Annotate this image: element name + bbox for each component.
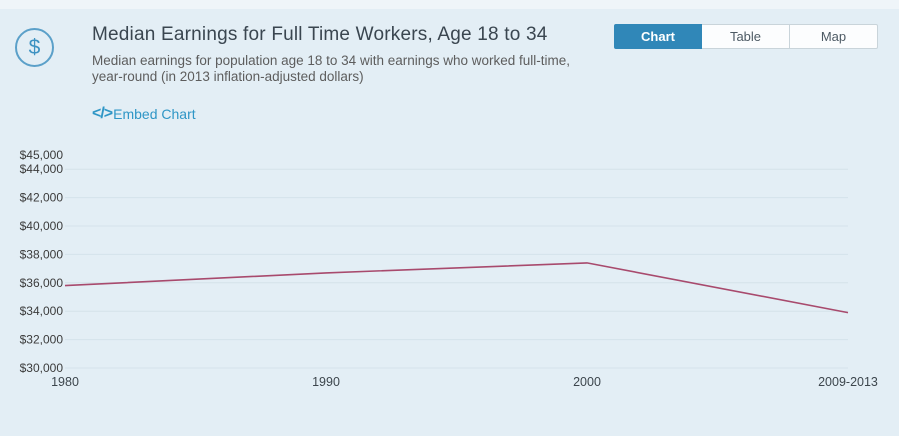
view-switcher-tabs: Chart Table Map xyxy=(614,24,878,49)
y-axis-tick-label: $32,000 xyxy=(20,333,64,347)
page-title: Median Earnings for Full Time Workers, A… xyxy=(92,24,548,45)
tab-map[interactable]: Map xyxy=(790,24,878,49)
y-axis-tick-label: $44,000 xyxy=(20,162,64,176)
y-axis-tick-label: $45,000 xyxy=(20,148,64,162)
y-axis-tick-label: $30,000 xyxy=(20,361,64,375)
x-axis-tick-label: 1980 xyxy=(51,375,79,389)
y-axis-tick-label: $36,000 xyxy=(20,276,64,290)
x-axis-tick-label: 2009-2013 xyxy=(818,375,878,389)
y-axis-tick-label: $38,000 xyxy=(20,247,64,261)
header: $ Median Earnings for Full Time Workers,… xyxy=(15,24,589,123)
header-text: Median Earnings for Full Time Workers, A… xyxy=(92,24,589,123)
top-edge-band xyxy=(0,0,899,9)
earnings-line-series[interactable] xyxy=(64,262,849,314)
line-chart: $45,000 $44,000 $42,000 $40,000 $38,000 $36,0… xyxy=(0,145,899,405)
x-axis-tick-label: 2000 xyxy=(573,375,601,389)
y-axis-tick-label: $40,000 xyxy=(20,219,64,233)
chart-subtitle: Median earnings for population age 18 to… xyxy=(92,53,571,85)
tab-table[interactable]: Table xyxy=(702,24,790,49)
x-axis-tick-label: 1990 xyxy=(312,375,340,389)
dollar-icon: $ xyxy=(15,28,54,67)
code-icon: </> xyxy=(92,104,113,122)
chart-canvas: $45,000$44,000 $42,000 $40,000 $38,000 $36,0… xyxy=(20,148,878,389)
embed-chart-link[interactable]: </> Embed Chart xyxy=(92,105,196,123)
y-axis-tick-label: $42,000 xyxy=(20,191,64,205)
embed-chart-label: Embed Chart xyxy=(113,105,196,122)
tab-chart[interactable]: Chart xyxy=(614,24,702,49)
y-axis-tick-label: $34,000 xyxy=(20,304,64,318)
